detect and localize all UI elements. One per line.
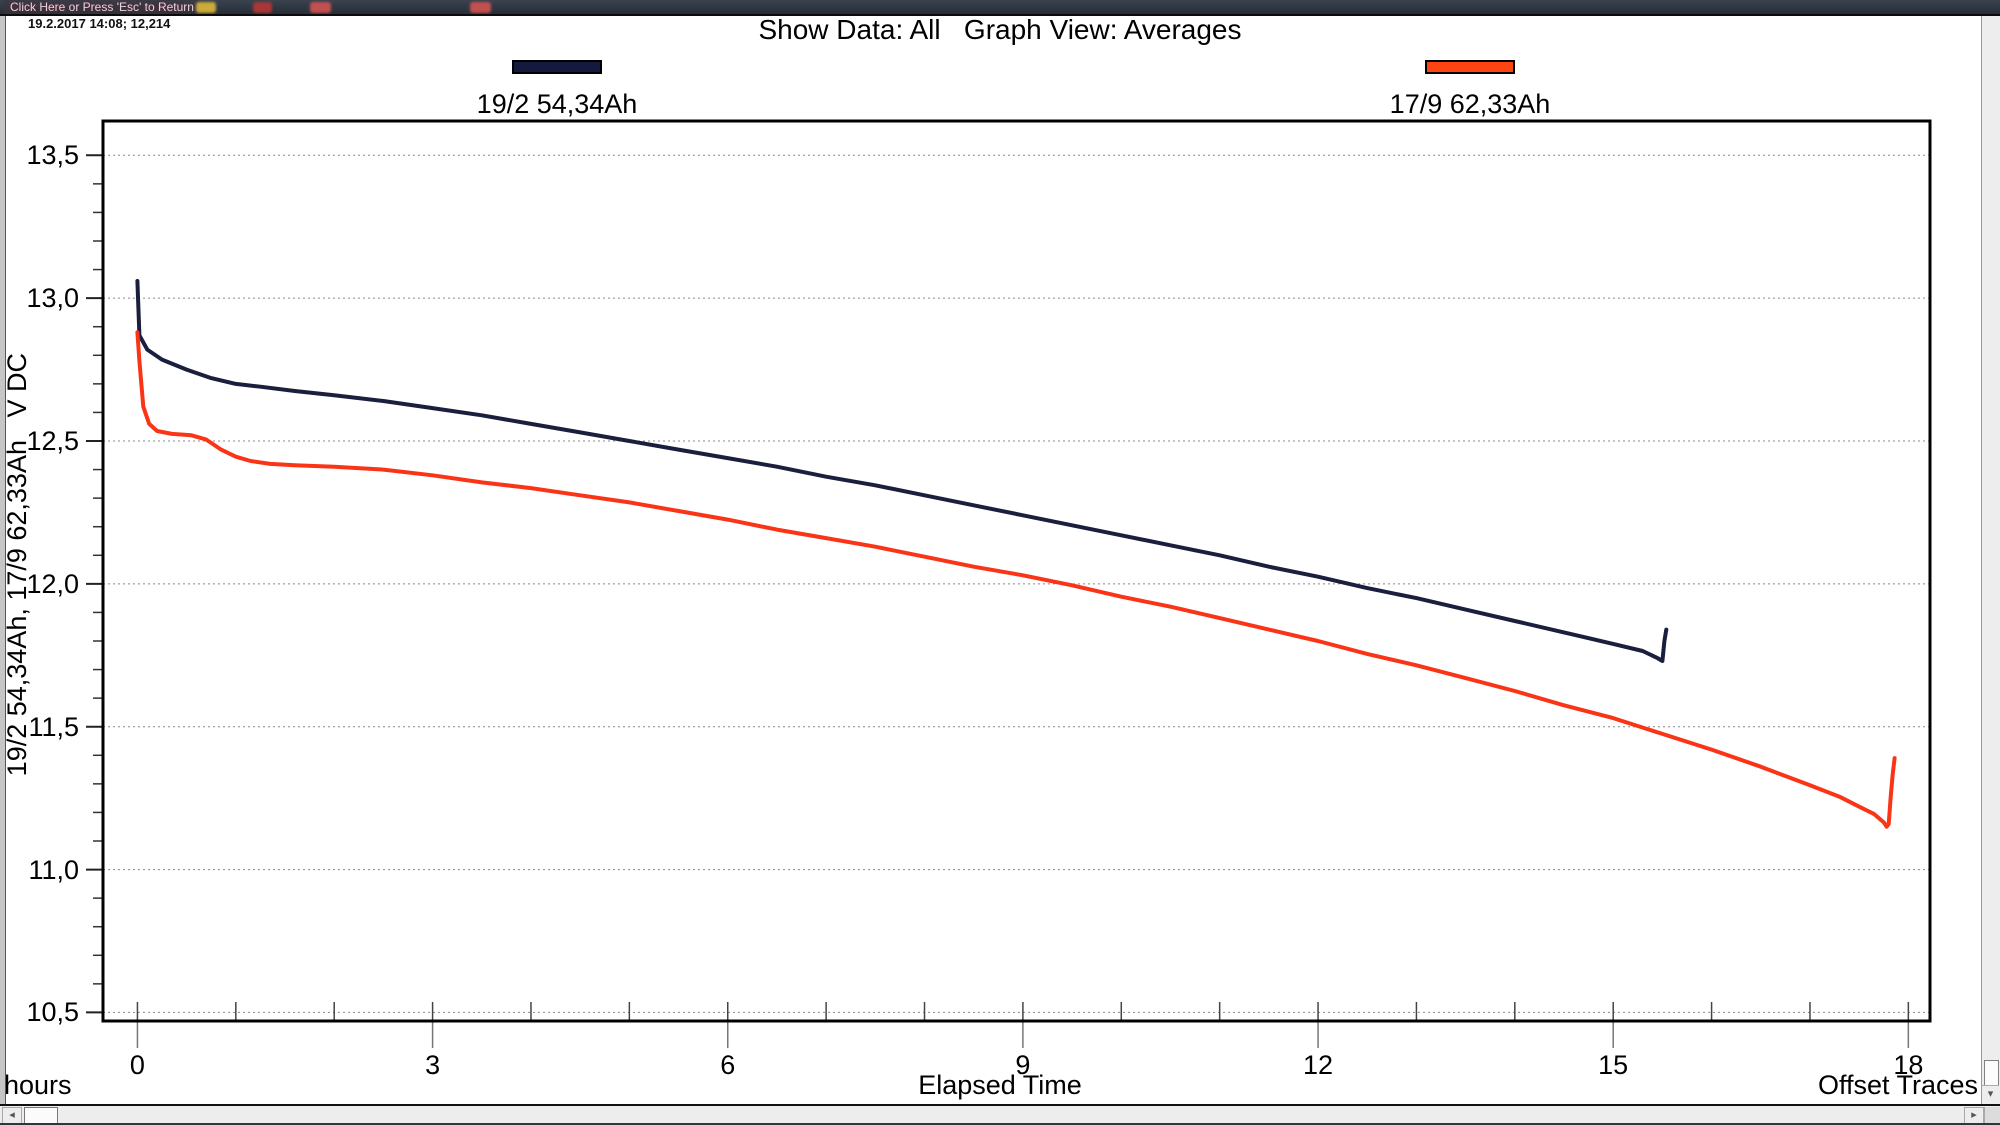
taskbar-icon-yellow[interactable] bbox=[196, 2, 216, 13]
window-left-border bbox=[0, 16, 6, 1104]
scrollbar-corner bbox=[1984, 1107, 2000, 1123]
horizontal-scrollbar[interactable]: ◂ ▸ bbox=[0, 1104, 2000, 1125]
titlebar: Click Here or Press 'Esc' to Return bbox=[0, 0, 2000, 14]
titlebar-separator bbox=[0, 14, 2000, 16]
taskbar-icon-red-1[interactable] bbox=[253, 2, 272, 13]
plot-frame bbox=[101, 119, 1932, 1023]
legend-label: 17/9 62,33Ah bbox=[1389, 89, 1551, 119]
scroll-down-arrow-icon[interactable]: ▾ bbox=[1982, 1085, 1999, 1104]
trace-2 bbox=[135, 330, 1897, 829]
taskbar-icon-red-3[interactable] bbox=[470, 2, 491, 13]
vertical-scrollbar-thumb[interactable] bbox=[1984, 1060, 1999, 1086]
taskbar-icon-red-2[interactable] bbox=[310, 2, 331, 13]
x-axis-title: Elapsed Time bbox=[918, 1070, 1082, 1100]
vertical-scrollbar[interactable]: ▾ bbox=[1981, 16, 2000, 1104]
trace-1 bbox=[135, 279, 1669, 663]
window-bottom-border bbox=[0, 1123, 2000, 1125]
legend-label: 19/2 54,34Ah bbox=[476, 89, 638, 119]
x-axis-unit-label: hours bbox=[4, 1070, 72, 1100]
legend-swatch-red bbox=[1425, 60, 1515, 74]
legend-swatch-navy bbox=[512, 60, 602, 74]
legend-item-trace1[interactable]: 19/2 54,34Ah bbox=[407, 60, 707, 119]
offset-traces-label[interactable]: Offset Traces bbox=[1817, 1070, 1978, 1100]
cursor-readout: 19.2.2017 14:08; 12,214 bbox=[28, 16, 171, 31]
legend-item-trace2[interactable]: 17/9 62,33Ah bbox=[1320, 60, 1620, 119]
return-hint-button[interactable]: Click Here or Press 'Esc' to Return bbox=[4, 0, 200, 14]
view-status-title: Show Data: All Graph View: Averages bbox=[758, 14, 1242, 45]
